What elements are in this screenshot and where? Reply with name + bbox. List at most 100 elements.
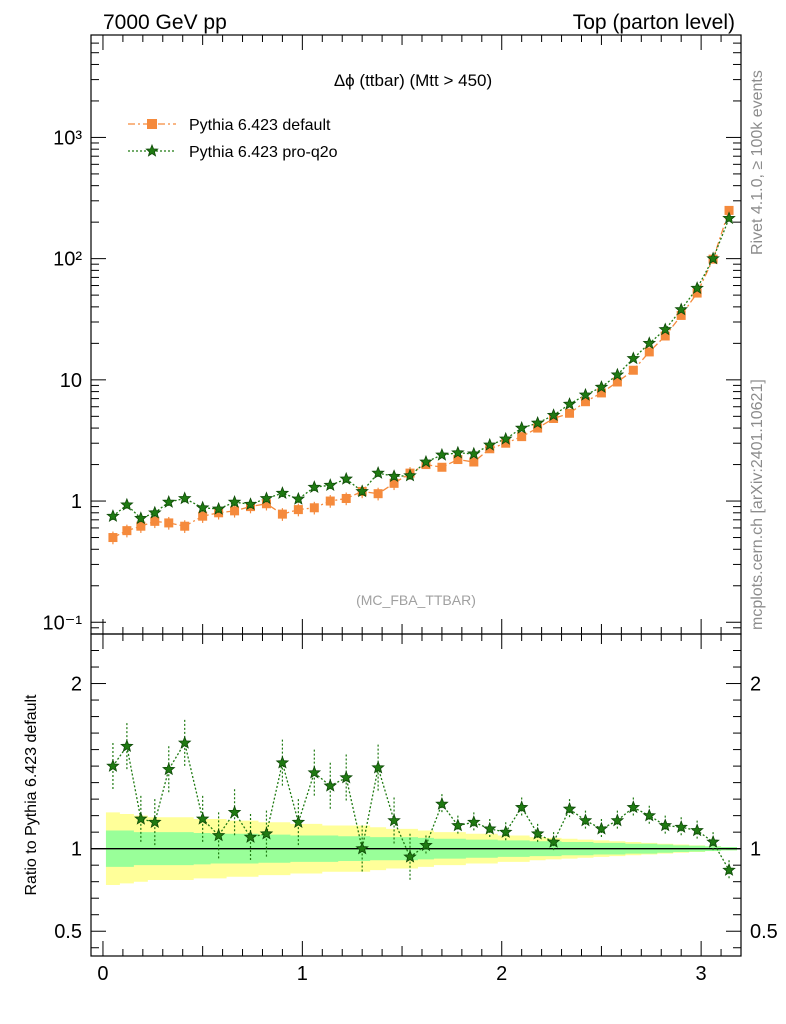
point-proq2o <box>387 469 401 483</box>
ratio-point-proq2o <box>134 811 148 825</box>
point-default <box>533 423 543 433</box>
point-proq2o <box>195 500 210 514</box>
ratio-y-tick-label-right: 1 <box>750 839 761 861</box>
point-default <box>485 444 495 454</box>
point-proq2o <box>211 501 226 515</box>
ratio-point-proq2o <box>658 818 672 832</box>
point-default <box>724 205 734 215</box>
ratio-point-proq2o <box>578 813 593 827</box>
ratio-point-proq2o <box>403 849 417 863</box>
point-proq2o <box>706 251 720 265</box>
point-default <box>230 506 240 516</box>
ratio-y-tick-label-left: 2 <box>71 674 82 696</box>
point-default <box>596 388 606 398</box>
point-proq2o <box>642 336 657 350</box>
ratio-point-proq2o <box>371 760 385 774</box>
ratio-point-proq2o <box>610 813 625 827</box>
ratio-point-proq2o <box>514 800 529 814</box>
legend-marker-star-icon <box>145 143 159 157</box>
mcplots-label: mcplots.cern.ch [arXiv:2401.10621] <box>749 379 766 630</box>
point-default <box>150 516 160 526</box>
point-default <box>309 503 319 513</box>
point-proq2o <box>690 281 704 294</box>
y-tick-label-main: 10⁻¹ <box>43 612 83 634</box>
ratio-point-proq2o <box>227 805 242 819</box>
y-tick-label-main: 10³ <box>53 127 82 149</box>
ratio-point-proq2o <box>626 800 641 814</box>
ratio-frame <box>90 633 742 957</box>
point-proq2o <box>562 397 577 410</box>
point-default <box>501 438 511 448</box>
header-right: Top (parton level) <box>573 11 735 34</box>
point-proq2o <box>355 484 369 498</box>
ratio-point-proq2o <box>435 796 449 810</box>
point-proq2o <box>148 505 162 519</box>
ratio-point-proq2o <box>546 834 561 848</box>
point-proq2o <box>134 511 148 525</box>
ratio-point-proq2o <box>106 759 120 772</box>
x-tick-label: 1 <box>297 963 308 985</box>
point-default <box>437 462 447 472</box>
x-tick-label: 3 <box>696 963 707 985</box>
ratio-point-proq2o <box>387 813 401 827</box>
ratio-point-proq2o <box>690 823 704 837</box>
point-proq2o <box>419 454 433 468</box>
ratio-point-proq2o <box>162 762 176 776</box>
point-proq2o <box>227 495 242 508</box>
ratio-point-proq2o <box>594 821 609 835</box>
point-default <box>122 526 132 536</box>
ratio-point-proq2o <box>674 820 688 833</box>
x-tick-label: 2 <box>496 963 507 985</box>
point-default <box>293 505 303 515</box>
ratio-point-proq2o <box>339 770 353 784</box>
ratio-point-proq2o <box>562 801 577 815</box>
point-proq2o <box>435 447 449 461</box>
point-proq2o <box>626 351 641 365</box>
ratio-y-tick-label-right: 0.5 <box>750 921 778 943</box>
point-default <box>692 288 702 298</box>
point-default <box>644 347 654 357</box>
point-proq2o <box>722 211 736 225</box>
point-proq2o <box>291 491 306 505</box>
ratio-y-tick-label-left: 0.5 <box>54 921 82 943</box>
ratio-point-proq2o <box>259 826 274 840</box>
ratio-panel: 0.5 0.5 1 1 2 2 0 1 2 3 Ratio to Pythia 6.423 def… <box>23 633 778 985</box>
ratio-point-proq2o <box>243 830 258 843</box>
point-default <box>469 457 479 467</box>
ratio-y-tick-label-left: 1 <box>71 839 82 861</box>
legend: Pythia 6.423 default Pythia 6.423 pro-q2… <box>128 117 338 161</box>
ratio-point-proq2o <box>451 818 465 832</box>
ratio-y-tick-label-right: 2 <box>750 674 761 696</box>
rivet-label: Rivet 4.1.0, ≥ 100k events <box>749 70 766 255</box>
point-proq2o <box>243 497 258 511</box>
main-plot-area <box>106 205 736 545</box>
point-default <box>389 478 399 488</box>
point-default <box>180 521 190 531</box>
point-proq2o <box>498 431 513 445</box>
point-default <box>676 310 686 320</box>
point-proq2o <box>177 491 192 505</box>
point-default <box>277 509 287 519</box>
point-proq2o <box>259 491 274 505</box>
legend-label-default: Pythia 6.423 default <box>189 117 331 134</box>
x-tick-label: 0 <box>97 963 108 985</box>
point-proq2o <box>275 486 290 499</box>
point-default <box>108 533 118 543</box>
ratio-axis-ticks: 0.5 0.5 1 1 2 2 0 1 2 3 <box>54 634 778 985</box>
y-tick-label-main: 10² <box>53 249 82 271</box>
ratio-ylabel: Ratio to Pythia 6.423 default <box>23 694 40 896</box>
point-proq2o <box>546 408 561 422</box>
header-left: 7000 GeV pp <box>103 11 227 34</box>
ratio-point-proq2o <box>177 735 192 749</box>
point-proq2o <box>658 322 672 336</box>
ratio-point-proq2o <box>355 841 369 855</box>
legend-item-default: Pythia 6.423 default <box>128 117 331 134</box>
ratio-point-proq2o <box>275 755 290 769</box>
point-proq2o <box>594 380 609 393</box>
ratio-point-proq2o <box>483 821 497 835</box>
ratio-point-proq2o <box>498 825 513 838</box>
ratio-point-proq2o <box>419 838 433 852</box>
point-proq2o <box>403 468 417 482</box>
y-tick-label-main: 10 <box>60 370 82 392</box>
point-proq2o <box>578 387 593 401</box>
